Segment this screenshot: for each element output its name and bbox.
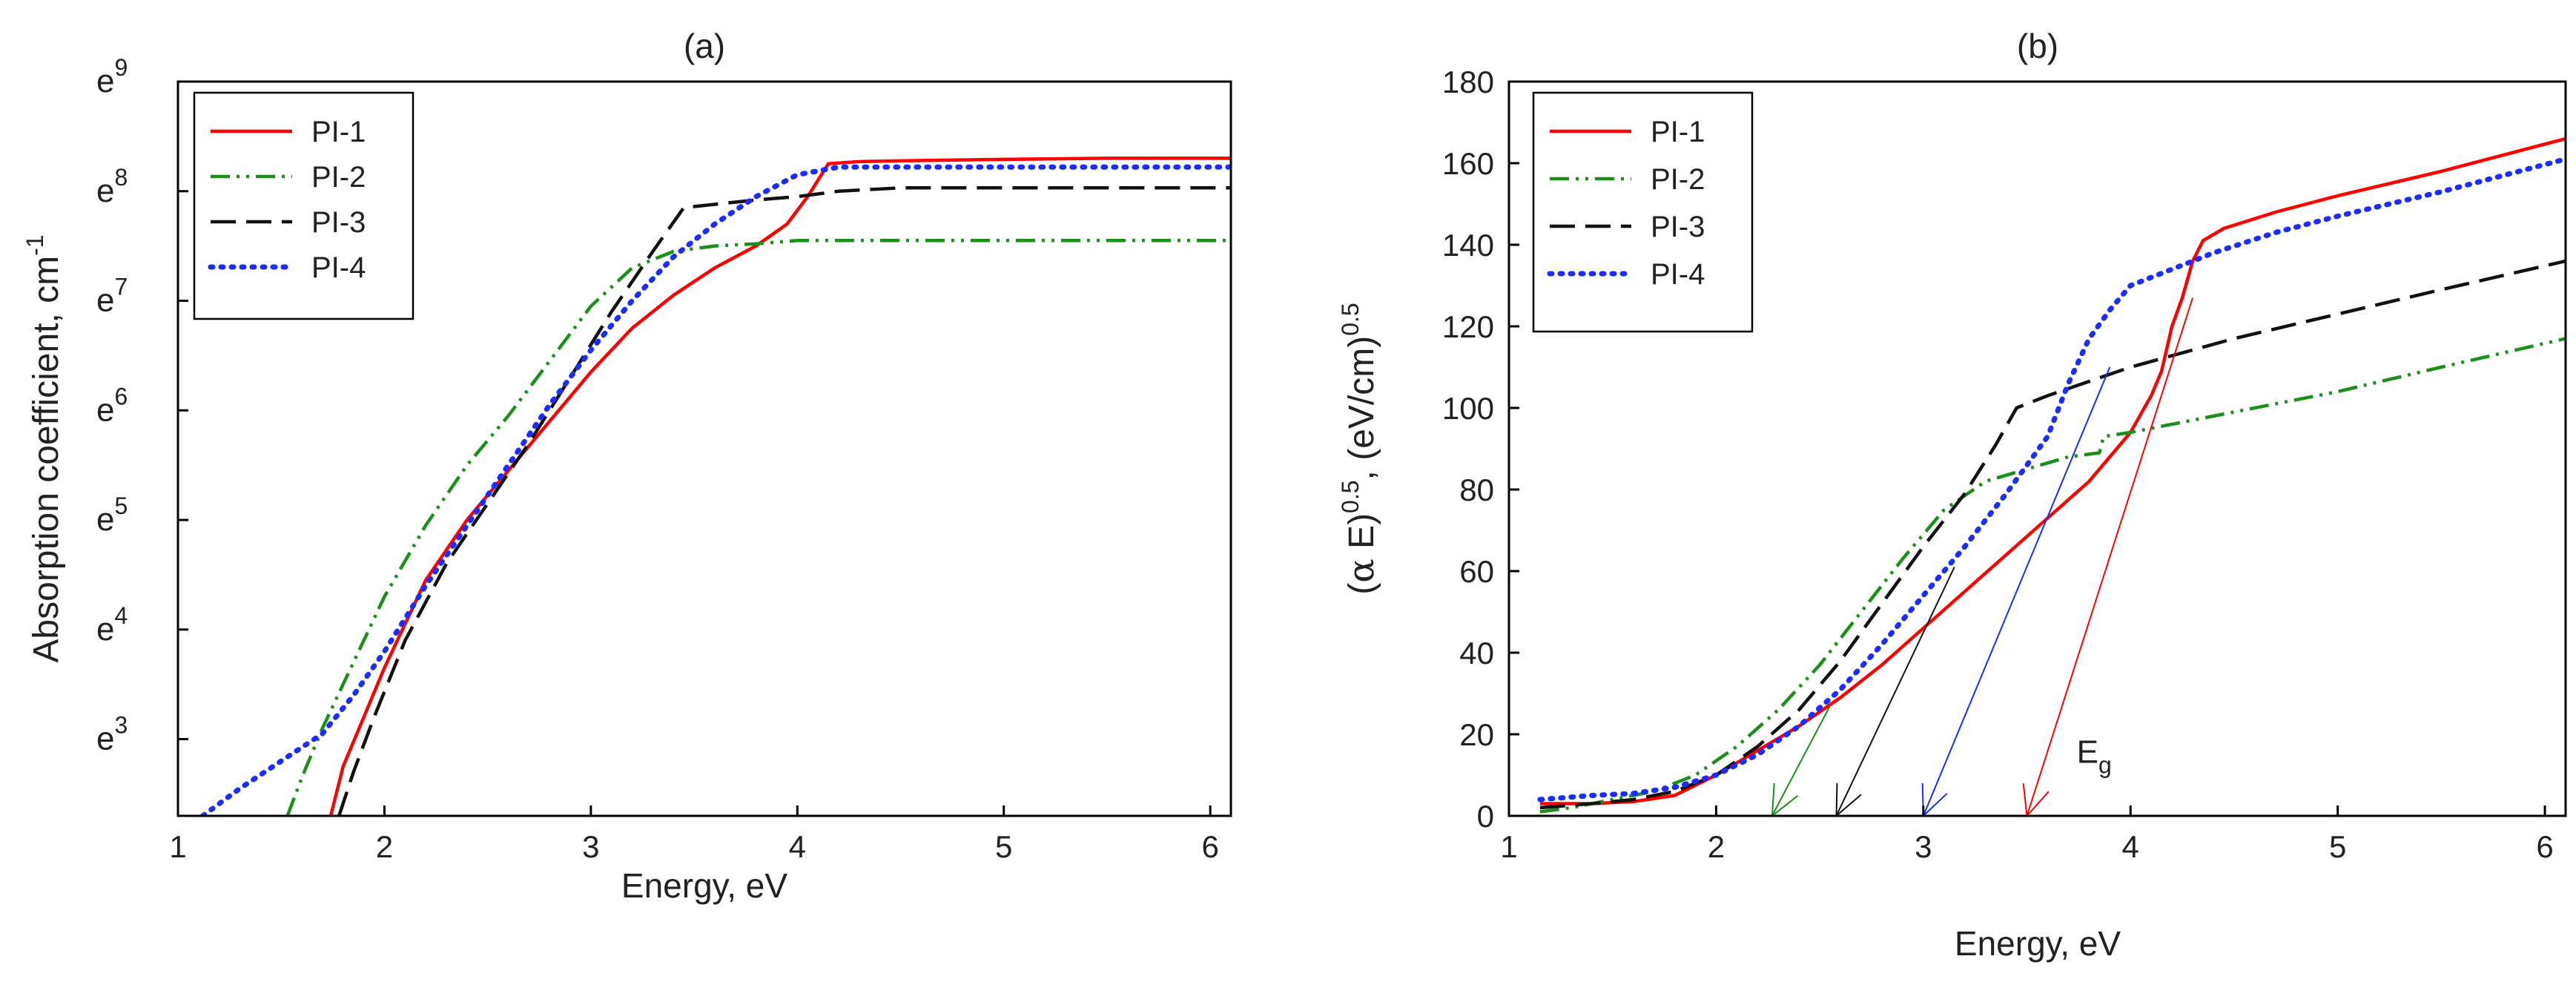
panel-a-y-tick-label: e6 — [96, 383, 128, 428]
tangent-arrowhead-pi-1 — [2022, 783, 2050, 816]
panel-b-x-label: Energy, eV — [1955, 924, 2121, 963]
eg-annotation-base: E — [2077, 734, 2098, 771]
panel-b-y-tick-label: 40 — [1459, 636, 1494, 670]
panel-a-legend-label-pi-3: PI-3 — [311, 206, 366, 239]
tangent-arrowhead-pi-4 — [1921, 782, 1948, 816]
panel-a-x-tick-label: 5 — [995, 829, 1012, 864]
panel-b-x-tick-label: 1 — [1500, 829, 1517, 864]
panel-b-y-tick-label: 140 — [1442, 228, 1494, 263]
panel-a-y-tick-label: e9 — [96, 54, 128, 99]
panel-b-y-tick-label: 180 — [1442, 65, 1494, 99]
panel-b-y-label-sup2: 0.5 — [1337, 303, 1364, 335]
panel-a-y-tick-label: e5 — [96, 492, 128, 538]
panel-b-legend-box — [1532, 91, 1754, 333]
panel-a-legend-label-pi-1: PI-1 — [311, 116, 366, 148]
panel-a-y-tick-label: e7 — [96, 274, 128, 319]
panel-b-x-tick-label: 4 — [2122, 829, 2139, 864]
panel-b-y-tick-label: 100 — [1442, 391, 1494, 426]
panel-b-legend-label-pi-3: PI-3 — [1651, 211, 1705, 243]
panel-a-x-tick-label: 3 — [582, 829, 599, 864]
panel-b-series-pi-4 — [1537, 156, 2566, 803]
panel-b-legend-label-pi-4: PI-4 — [1651, 258, 1705, 291]
panel-a-legend-label-pi-2: PI-2 — [311, 161, 366, 194]
eg-annotation-sub: g — [2098, 752, 2112, 779]
panel-b-frame — [1507, 80, 2567, 817]
panel-b-tauc: (b) 1 2 3 4 5 6 0 20 40 60 80 100 120 140 160 180 Ener… — [1337, 27, 2567, 963]
panel-b-legend-label-pi-1: PI-1 — [1651, 116, 1705, 148]
panel-a-title: (a) — [684, 27, 725, 65]
panel-b-y-tick-label: 80 — [1459, 472, 1494, 507]
panel-a-x-axis: 1 2 3 4 5 6 — [169, 805, 1219, 864]
eg-annotation: Eg — [2077, 734, 2112, 779]
tangent-line-pi-2 — [1771, 705, 1831, 816]
panel-a-absorption: (a) 1 2 3 4 5 6 e3 e4 e5 e6 e7 e8 e9 Energy, eV Abs… — [22, 27, 1232, 905]
panel-b-series-pi-2 — [1539, 337, 2566, 814]
panel-a-series-pi-4 — [199, 164, 1231, 816]
panel-b-x-tick-label: 5 — [2329, 829, 2346, 864]
panel-a-x-tick-label: 1 — [169, 829, 186, 864]
panel-b-legend: PI-1 PI-2 PI-3 PI-4 — [1532, 91, 1754, 333]
panel-b-series-pi-3 — [1539, 259, 2566, 810]
tangent-line-pi-1 — [2026, 297, 2194, 816]
panel-b-legend-label-pi-2: PI-2 — [1651, 163, 1705, 196]
panel-b-x-tick-label: 6 — [2536, 829, 2553, 864]
panel-a-x-label: Energy, eV — [621, 866, 787, 905]
panel-b-y-tick-label: 20 — [1459, 717, 1494, 752]
panel-a-x-tick-label: 6 — [1201, 829, 1218, 864]
tangent-arrowhead-pi-3 — [1835, 782, 1862, 816]
panel-b-y-tick-label: 160 — [1442, 146, 1494, 181]
panel-a-x-tick-label: 2 — [376, 829, 393, 864]
panel-a-series-pi-3 — [337, 186, 1231, 816]
panel-a-legend-box — [193, 91, 415, 320]
tangent-line-pi-4 — [1922, 366, 2111, 816]
panel-b-y-label-sup1: 0.5 — [1337, 480, 1364, 513]
panel-a-frame — [176, 80, 1232, 817]
panel-a-legend-label-pi-4: PI-4 — [311, 251, 366, 284]
panel-a-y-label-main: Absorption coefficient, cm — [27, 256, 66, 663]
panel-a-y-label: Absorption coefficient, cm-1 — [22, 234, 66, 662]
panel-a-series-pi-1 — [328, 156, 1231, 816]
panel-b-x-tick-label: 2 — [1708, 829, 1725, 864]
panel-b-y-tick-label: 60 — [1459, 554, 1494, 589]
panel-b-y-label-alpha: α — [1341, 558, 1382, 582]
tangent-arrowhead-pi-2 — [1771, 783, 1799, 816]
panel-a-x-tick-label: 4 — [789, 829, 806, 864]
panel-b-y-label: (α E)0.5, (eV/cm)0.5 — [1337, 303, 1382, 594]
panel-b-x-axis: 1 2 3 4 5 6 — [1500, 805, 2554, 864]
panel-b-y-axis: 0 20 40 60 80 100 120 140 160 180 — [1442, 65, 1519, 834]
panel-b-y-label-e: E) — [1342, 513, 1381, 558]
panel-a-y-tick-label: e3 — [96, 712, 128, 757]
panel-a-y-axis: e3 e4 e5 e6 e7 e8 e9 — [96, 54, 188, 757]
panel-b-y-tick-label: 120 — [1442, 309, 1494, 344]
panel-b-x-tick-label: 3 — [1915, 829, 1932, 864]
panel-a-plot-area — [199, 156, 1231, 816]
panel-a-legend: PI-1 PI-2 PI-3 PI-4 — [193, 91, 415, 320]
panel-a-y-tick-label: e8 — [96, 164, 128, 209]
panel-a-series-pi-2 — [285, 239, 1231, 816]
tangent-line-pi-3 — [1835, 567, 1955, 816]
panel-b-y-tick-label: 0 — [1477, 799, 1494, 834]
panel-a-y-tick-label: e4 — [96, 602, 128, 647]
panel-b-title: (b) — [2017, 27, 2058, 65]
panel-b-plot-area — [1537, 136, 2566, 816]
panel-b-y-label-mid: , (eV/cm) — [1342, 336, 1381, 481]
panel-a-y-label-sup: -1 — [22, 234, 48, 255]
